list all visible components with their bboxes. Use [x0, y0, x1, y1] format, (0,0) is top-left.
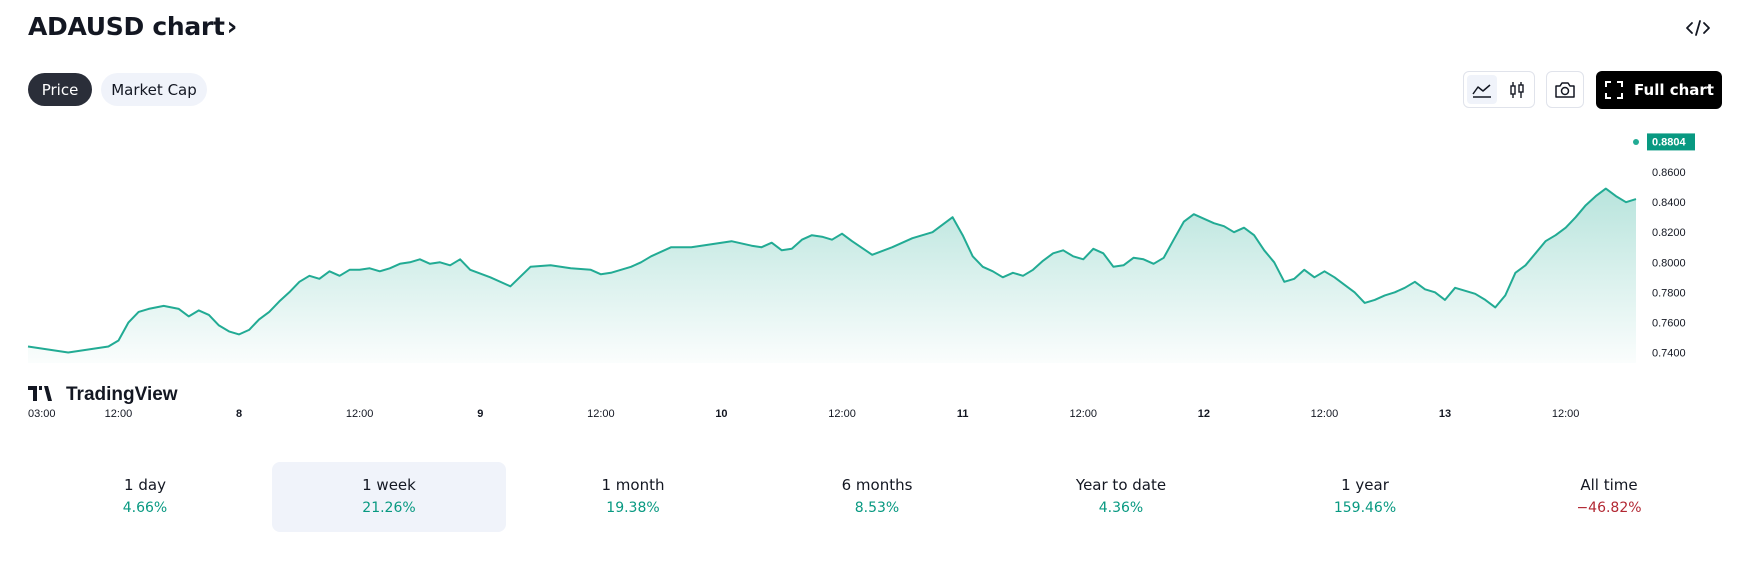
period-performance-row: 1 day 4.66% 1 week 21.26% 1 month 19.38%… — [28, 462, 1728, 532]
code-embed-icon[interactable] — [1684, 16, 1712, 40]
period-label: Year to date — [1075, 476, 1167, 494]
period-1-month[interactable]: 1 month 19.38% — [516, 462, 750, 532]
period-label: All time — [1580, 476, 1638, 494]
last-price-label: 0.8804 — [1652, 136, 1687, 148]
page-title[interactable]: ADAUSD chart› — [28, 12, 237, 42]
period-1-week[interactable]: 1 week 21.26% — [272, 462, 506, 532]
camera-icon[interactable] — [1546, 71, 1584, 108]
tradingview-wordmark: TradingView — [66, 384, 178, 405]
x-tick-label: 13 — [1439, 408, 1451, 420]
period-change: 19.38% — [606, 500, 660, 516]
x-tick-label: 8 — [236, 408, 242, 420]
full-chart-label: Full chart — [1634, 81, 1714, 99]
chevron-right-icon[interactable]: › — [226, 12, 238, 42]
y-tick-label: 0.8200 — [1652, 227, 1686, 239]
price-chart[interactable]: 0.7400 0.7600 0.7800 0.8000 0.8200 0.8400 0.86… — [0, 125, 1758, 435]
period-label: 1 week — [362, 476, 416, 494]
y-tick-label: 0.8000 — [1652, 257, 1686, 269]
period-1-year[interactable]: 1 year 159.46% — [1248, 462, 1482, 532]
x-tick-label: 12:00 — [587, 408, 615, 420]
period-change: 8.53% — [854, 500, 900, 516]
x-tick-label: 10 — [715, 408, 727, 420]
price-area-fill — [28, 188, 1636, 363]
last-point-marker — [1633, 139, 1639, 146]
x-tick-label: 9 — [477, 408, 483, 420]
period-change: 159.46% — [1333, 500, 1397, 516]
period-label: 1 day — [124, 476, 166, 494]
last-price-tag — [1647, 133, 1695, 151]
y-tick-label: 0.7400 — [1652, 347, 1686, 359]
x-tick-label: 12:00 — [346, 408, 374, 420]
period-label: 6 months — [841, 476, 913, 494]
period-label: 1 month — [601, 476, 665, 494]
y-tick-label: 0.7800 — [1652, 287, 1686, 299]
title-text[interactable]: ADAUSD chart — [28, 12, 225, 41]
full-chart-button[interactable]: Full chart — [1596, 71, 1722, 109]
period-label: 1 year — [1341, 476, 1389, 494]
tradingview-logo[interactable]: TradingView — [28, 384, 178, 405]
tab-price[interactable]: Price — [28, 73, 92, 106]
x-tick-label: 12:00 — [828, 408, 856, 420]
period-change: 21.26% — [362, 500, 416, 516]
candlestick-icon[interactable] — [1502, 75, 1532, 104]
period-change: −46.82% — [1576, 500, 1642, 516]
period-6-months[interactable]: 6 months 8.53% — [760, 462, 994, 532]
period-year-to-date[interactable]: Year to date 4.36% — [1004, 462, 1238, 532]
fullscreen-icon — [1605, 81, 1624, 99]
x-tick-label: 12:00 — [105, 408, 133, 420]
y-tick-label: 0.8600 — [1652, 167, 1686, 179]
period-change: 4.66% — [122, 500, 168, 516]
x-tick-label: 12:00 — [1069, 408, 1097, 420]
chart-style-toggle — [1463, 71, 1535, 108]
price-line — [27, 187, 1637, 354]
y-tick-label: 0.8400 — [1652, 197, 1686, 209]
period-change: 4.36% — [1098, 500, 1144, 516]
area-chart-icon[interactable] — [1467, 75, 1497, 104]
x-tick-label: 11 — [957, 408, 969, 420]
x-tick-label: 12 — [1198, 408, 1210, 420]
x-tick-label: 12:00 — [1552, 408, 1580, 420]
period-all-time[interactable]: All time −46.82% — [1492, 462, 1726, 532]
x-tick-label: 03:00 — [28, 408, 56, 420]
x-tick-label: 12:00 — [1311, 408, 1339, 420]
tradingview-logo-mark — [28, 386, 52, 401]
period-1-day[interactable]: 1 day 4.66% — [28, 462, 262, 532]
tab-market-cap[interactable]: Market Cap — [101, 73, 207, 106]
y-tick-label: 0.7600 — [1652, 317, 1686, 329]
